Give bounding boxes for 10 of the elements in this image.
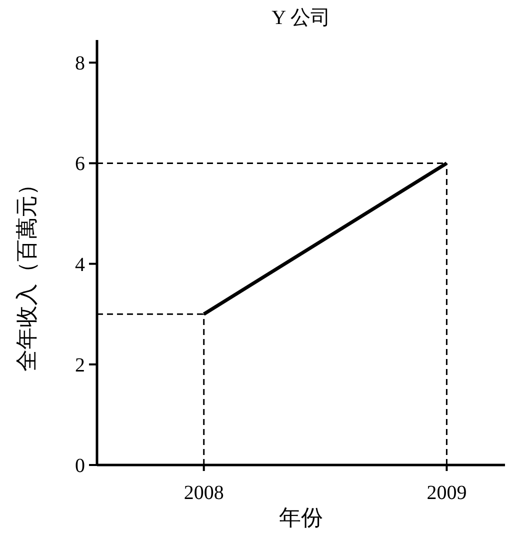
- y-tick-label: 0: [75, 455, 85, 477]
- chart-title: Y 公司: [272, 7, 330, 29]
- y-tick-label: 4: [75, 254, 85, 276]
- y-axis-title: 全年收入（百萬元）: [14, 174, 39, 372]
- y-tick-label: 2: [75, 354, 85, 376]
- y-tick-label: 6: [75, 153, 85, 176]
- x-tick-label: 2008: [184, 482, 224, 504]
- x-tick-label: 2009: [426, 482, 467, 504]
- y-tick-label: 8: [75, 52, 85, 75]
- x-axis-title: 年份: [279, 505, 323, 530]
